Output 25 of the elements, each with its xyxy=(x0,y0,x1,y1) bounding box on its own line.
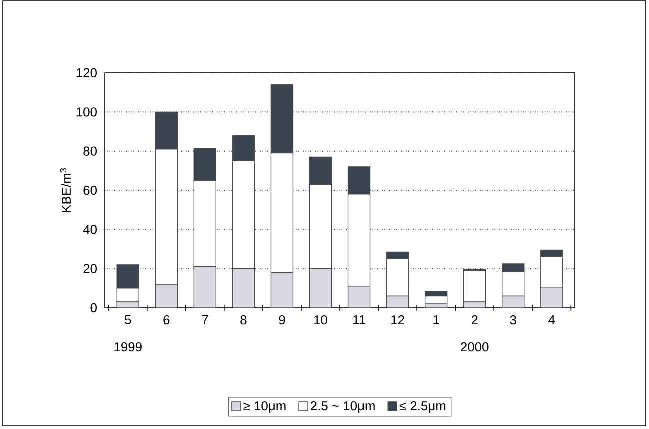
y-tick-label: 80 xyxy=(84,146,97,156)
x-tick-label: 3 xyxy=(510,316,516,325)
x-tick-label: 1 xyxy=(434,316,440,324)
x-tick-label: 12 xyxy=(392,316,404,325)
y-tick-label: 120 xyxy=(76,68,97,78)
y-tick-label: 20 xyxy=(84,264,97,274)
y-tick-label: 60 xyxy=(84,186,97,196)
legend-label: 2.5 ~ 10μm xyxy=(311,401,375,414)
x-tick-label: 7 xyxy=(202,316,208,324)
text: 1999 xyxy=(114,342,142,352)
x-tick-label: 11 xyxy=(354,316,366,324)
legend-label: ≥ 10μm xyxy=(244,401,286,414)
y-axis-title: KBE/m$^{3}$ xyxy=(60,168,72,212)
x-tick-label: 4 xyxy=(548,316,556,324)
y-tick-label: 40 xyxy=(83,225,97,234)
x-tick-label: 2 xyxy=(472,316,478,325)
text: 2000 xyxy=(461,342,489,352)
x-tick-label: 8 xyxy=(240,316,247,325)
legend-label: ≤ 2.5μm xyxy=(400,401,446,414)
x-tick-label: 9 xyxy=(279,316,286,325)
x-tick-label: 6 xyxy=(164,316,170,325)
x-tick-label: 5 xyxy=(125,316,132,325)
x-tick-label: 10 xyxy=(314,316,328,325)
y-tick-label: 100 xyxy=(76,108,97,117)
y-tick-label: 0 xyxy=(90,303,97,313)
